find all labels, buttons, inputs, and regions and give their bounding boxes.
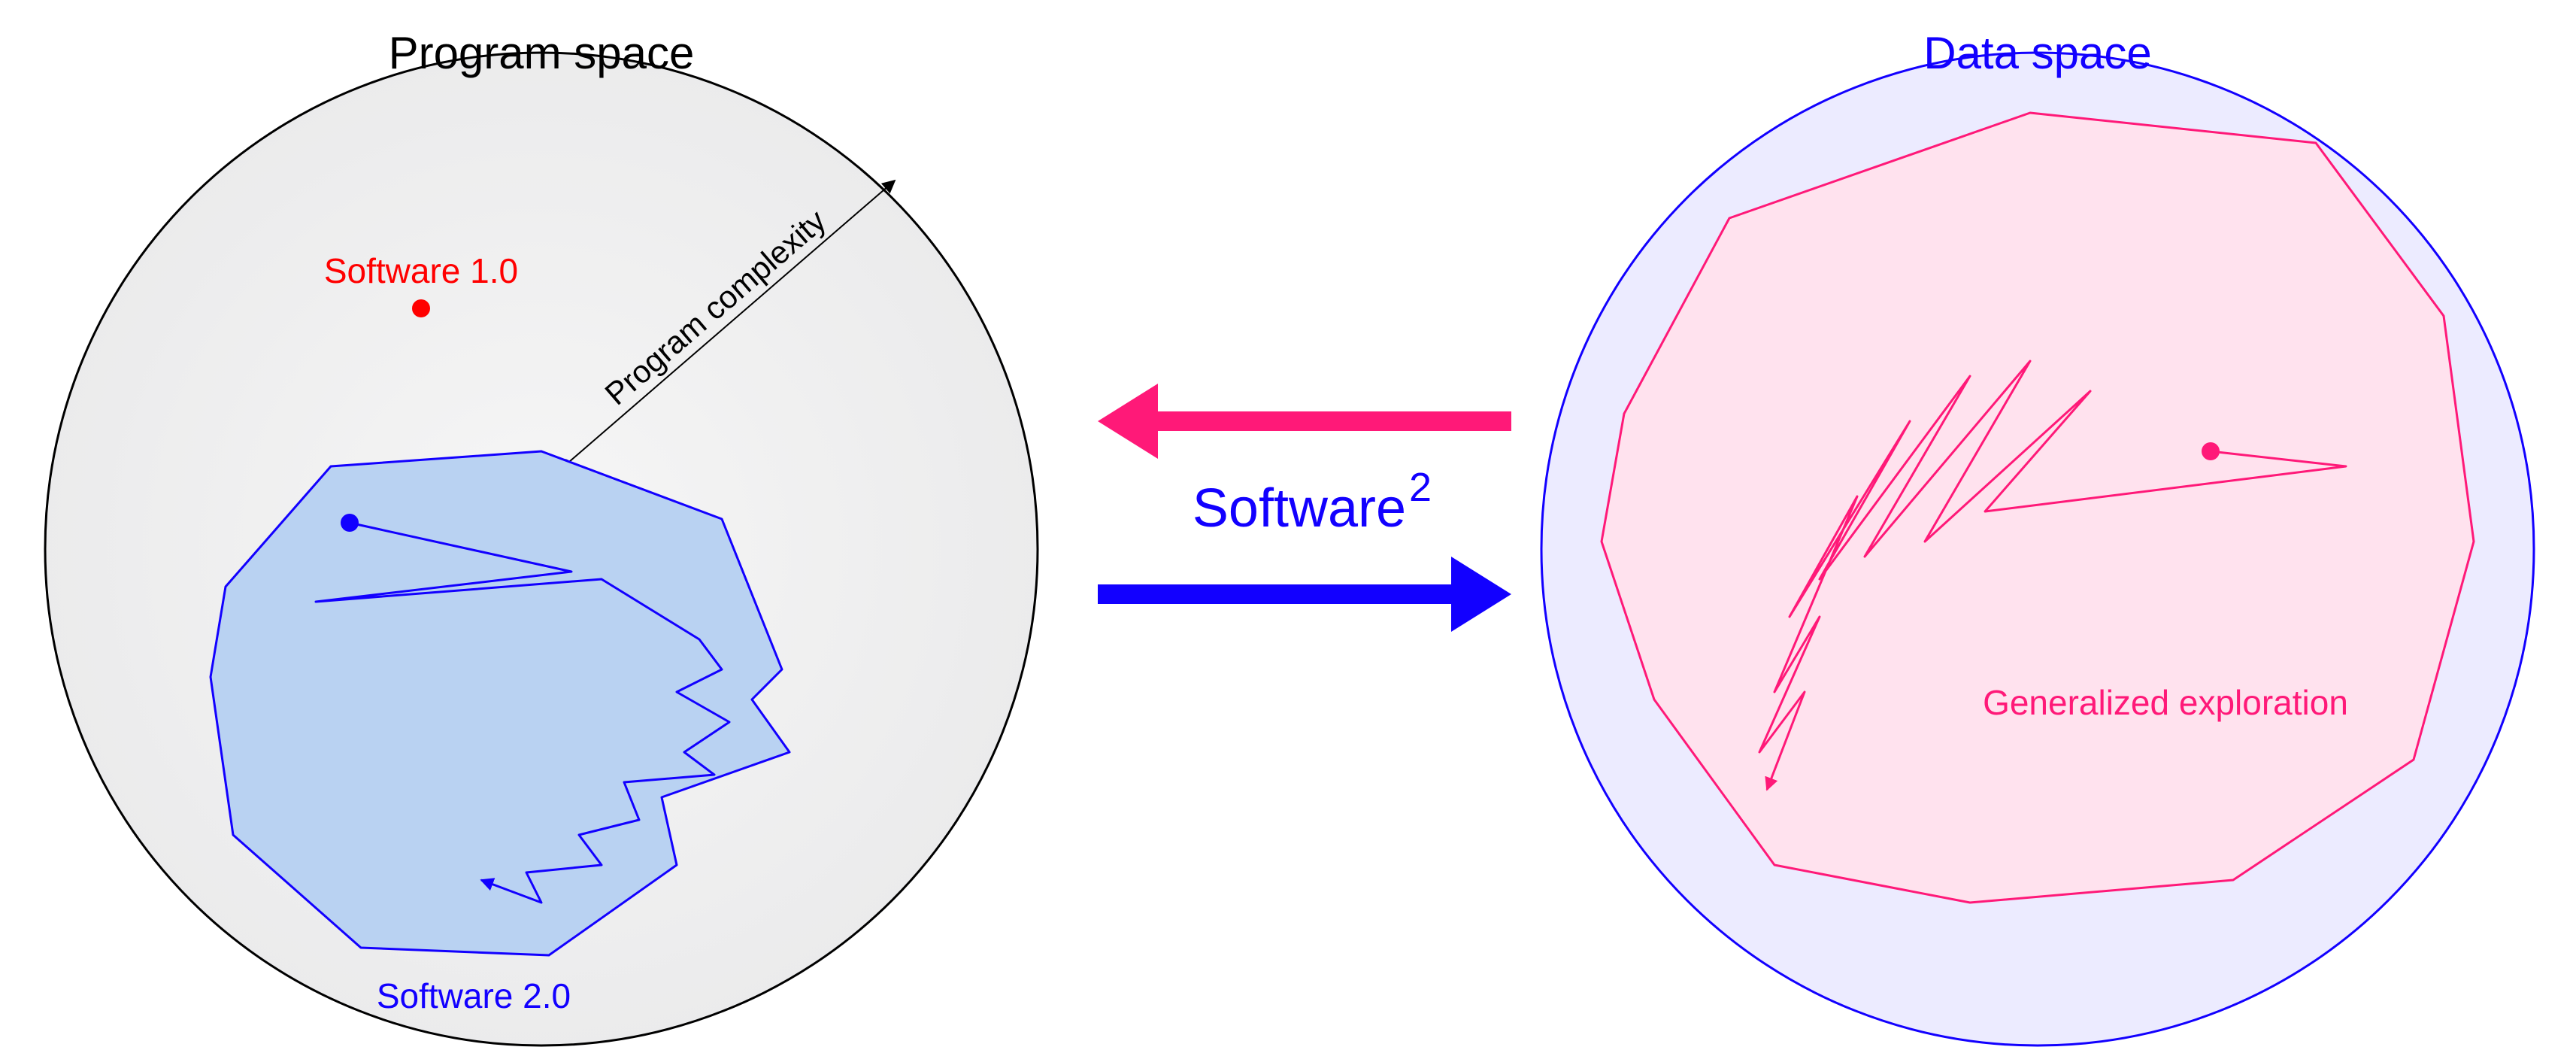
software-2-label: Software 2.0 — [377, 976, 571, 1015]
program-space-title: Program space — [389, 28, 695, 78]
software-1-label: Software 1.0 — [324, 251, 518, 290]
generalized-exploration-label: Generalized exploration — [1983, 683, 2348, 722]
data-space-title: Data space — [1923, 28, 2152, 78]
software-squared-label: Software2 — [1193, 465, 1432, 539]
